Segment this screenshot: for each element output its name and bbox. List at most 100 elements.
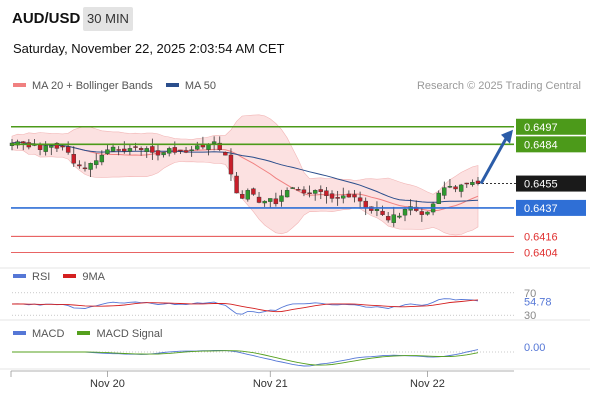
current-price-label: 0.6455 — [524, 179, 558, 191]
rsi-level-label-70: 70 — [524, 288, 536, 300]
candle-body — [442, 187, 447, 196]
timeframe-button[interactable]: 30 MIN — [83, 7, 133, 31]
candle-body — [122, 148, 127, 152]
legend-label: MACD Signal — [96, 328, 163, 340]
candle-body — [279, 195, 284, 202]
timestamp: Saturday, November 22, 2025 2:03:54 AM C… — [13, 41, 285, 56]
candle-body — [43, 145, 48, 152]
rsi-legend: RSI 9MA — [13, 271, 115, 283]
candle-body — [99, 154, 105, 163]
x-tick-label: Nov 20 — [90, 378, 125, 390]
candle-body — [105, 149, 110, 154]
support-1-label: 0.6416 — [524, 231, 558, 243]
legend-swatch — [77, 331, 91, 336]
projection-arrow — [479, 136, 509, 185]
candle-body — [172, 147, 178, 153]
legend-item-macd: MACD — [13, 328, 64, 340]
candle-body — [296, 189, 301, 191]
candle-body — [251, 188, 256, 195]
candle-body — [374, 209, 380, 211]
candle-body — [211, 141, 217, 144]
candle-body — [195, 145, 200, 150]
candle-body — [397, 215, 402, 218]
resistance-1-tag — [516, 118, 586, 135]
candle-body — [262, 200, 267, 204]
candle-body — [37, 144, 43, 150]
candle-body — [183, 150, 189, 153]
candle-body — [110, 146, 116, 152]
candle-body — [133, 146, 138, 148]
candle-body — [65, 146, 71, 153]
candle-body — [245, 190, 251, 200]
candle-body — [312, 190, 318, 194]
legend-item-ma50: MA 50 — [165, 80, 217, 92]
x-tick-label: Nov 22 — [410, 378, 445, 390]
candle-body — [189, 149, 194, 151]
rsi-line — [11, 298, 479, 315]
candle-body — [273, 198, 279, 205]
candle-body — [239, 194, 245, 199]
legend-label: RSI — [32, 271, 51, 283]
candle-body — [335, 197, 340, 199]
candle-body — [284, 190, 290, 198]
candle-body — [161, 152, 166, 156]
rsi-9ma-line — [11, 299, 479, 313]
candle-body — [391, 214, 396, 223]
macd-value-label: 0.00 — [524, 342, 545, 354]
candle-body — [402, 209, 408, 216]
candle-body — [268, 198, 273, 202]
candle-body — [324, 190, 329, 196]
candle-body — [453, 186, 458, 190]
candle-body — [178, 149, 183, 152]
ma50-line — [11, 141, 479, 203]
candle-body — [464, 182, 469, 185]
symbol-title: AUD/USD — [12, 10, 81, 27]
candle-body — [357, 197, 363, 202]
candle-body — [144, 148, 149, 152]
candle-body — [127, 148, 133, 152]
pivot-tag — [516, 199, 586, 216]
legend-swatch — [63, 274, 77, 279]
legend-item-ma20-bollinger: MA 20 + Bollinger Bands — [13, 80, 153, 92]
candle-body — [425, 211, 430, 215]
legend-label: MACD — [32, 328, 65, 340]
candle-body — [138, 148, 144, 150]
candle-body — [470, 182, 475, 185]
candle-body — [301, 189, 307, 194]
candle-body — [49, 145, 54, 148]
macd-signal-line — [12, 350, 479, 366]
candle-body — [217, 142, 222, 150]
candle-body — [318, 189, 323, 192]
legend-label: 9MA — [82, 271, 106, 283]
candle-body — [167, 148, 172, 154]
legend-label: MA 50 — [184, 80, 217, 92]
current-price-tag — [516, 175, 586, 192]
research-credit: Research © 2025 Trading Central — [416, 80, 581, 92]
resistance-2-tag — [516, 136, 586, 153]
pivot-label: 0.6437 — [524, 203, 558, 215]
legend-swatch — [13, 331, 26, 336]
legend-swatch — [13, 83, 26, 88]
candle-body — [223, 152, 228, 156]
candle-body — [116, 149, 121, 151]
candle-body — [436, 192, 441, 204]
bollinger-band — [11, 114, 479, 236]
support-2-label: 0.6404 — [524, 248, 558, 260]
price-legend: MA 20 + Bollinger Bands MA 50 — [13, 80, 226, 92]
candle-body — [228, 154, 234, 175]
candle-body — [341, 195, 346, 199]
candle-body — [71, 154, 76, 164]
candle-body — [155, 150, 161, 156]
candle-body — [307, 192, 312, 195]
candle-body — [21, 141, 26, 144]
candle-body — [94, 160, 99, 165]
legend-item-macd-signal: MACD Signal — [77, 328, 162, 340]
candle-body — [447, 186, 453, 188]
legend-label: MA 20 + Bollinger Bands — [32, 80, 153, 92]
candle-body — [290, 187, 295, 189]
candle-body — [380, 210, 385, 215]
candle-body — [458, 184, 464, 192]
candle-body — [256, 196, 262, 203]
